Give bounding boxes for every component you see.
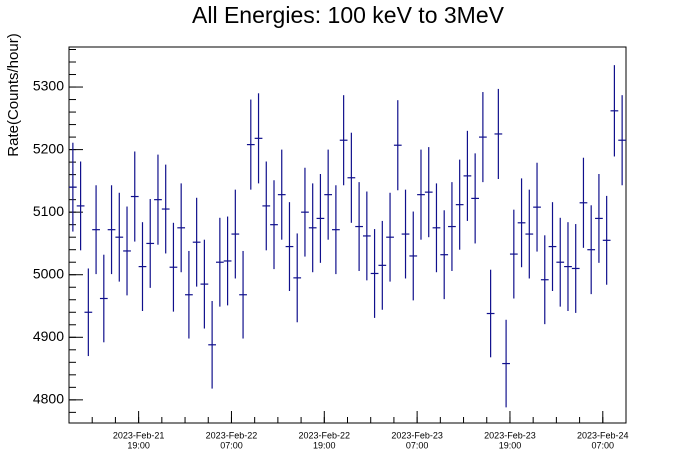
- y-tick-label: 5200: [33, 140, 64, 156]
- x-tick-label: 19:00: [127, 440, 150, 450]
- y-tick-label: 5100: [33, 203, 64, 219]
- y-tick-label: 5000: [33, 265, 64, 281]
- y-tick-label: 5300: [33, 78, 64, 94]
- y-tick-label: 4900: [33, 328, 64, 344]
- y-tick-label: 4800: [33, 391, 64, 407]
- x-tick-label: 07:00: [220, 440, 243, 450]
- x-tick-label: 2023-Feb-23: [484, 430, 536, 440]
- x-tick-label: 2023-Feb-24: [577, 430, 629, 440]
- y-axis-label: Rate(Counts/hour): [5, 33, 22, 156]
- x-tick-label: 2023-Feb-21: [113, 430, 165, 440]
- x-tick-label: 2023-Feb-22: [299, 430, 351, 440]
- x-tick-label: 07:00: [592, 440, 615, 450]
- x-tick-label: 07:00: [406, 440, 429, 450]
- x-tick-label: 19:00: [313, 440, 336, 450]
- x-tick-label: 2023-Feb-22: [206, 430, 258, 440]
- chart-title: All Energies: 100 keV to 3MeV: [192, 2, 505, 28]
- x-tick-label: 19:00: [499, 440, 522, 450]
- x-tick-label: 2023-Feb-23: [391, 430, 443, 440]
